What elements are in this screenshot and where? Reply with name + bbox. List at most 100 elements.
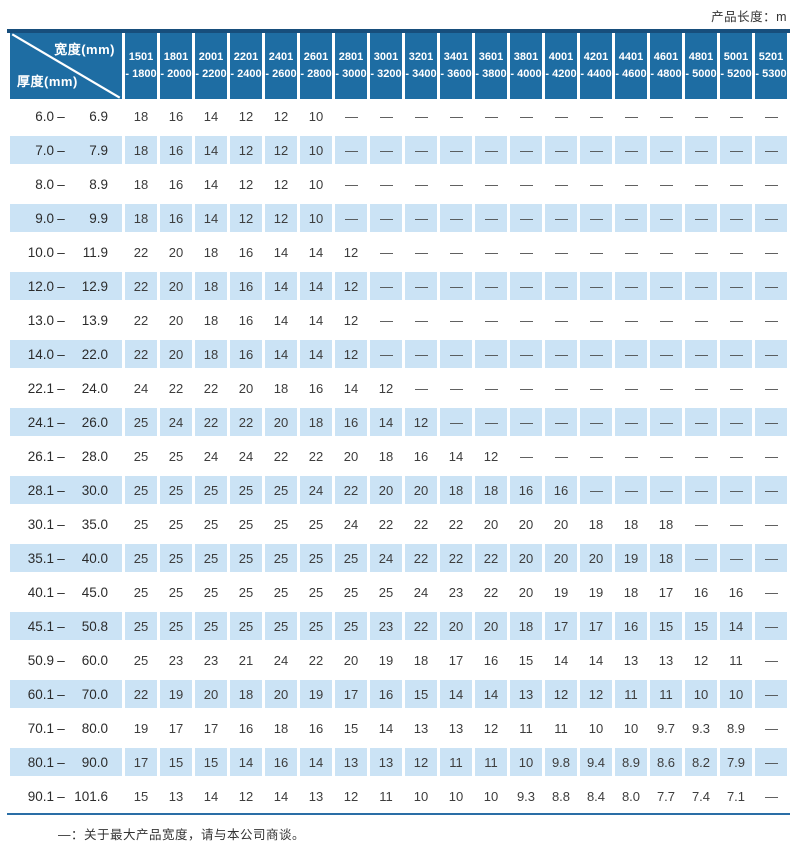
capacity-cell: 25 xyxy=(125,439,157,473)
capacity-cell: — xyxy=(545,303,577,337)
capacity-cell: — xyxy=(510,439,542,473)
capacity-cell: 14 xyxy=(195,779,227,813)
capacity-cell: 22 xyxy=(125,235,157,269)
capacity-cell: — xyxy=(685,167,717,201)
width-range-header: 2601- 2800 xyxy=(300,33,332,99)
capacity-cell: — xyxy=(440,337,472,371)
width-range-header: 2001- 2200 xyxy=(195,33,227,99)
capacity-cell: 13 xyxy=(510,677,542,711)
table-bottom-rule xyxy=(7,813,790,815)
thickness-range-label: 70.1–80.0 xyxy=(10,711,122,745)
width-range-header: 2201- 2400 xyxy=(230,33,262,99)
capacity-cell: — xyxy=(475,405,507,439)
capacity-cell: 25 xyxy=(125,405,157,439)
capacity-cell: — xyxy=(685,541,717,575)
capacity-cell: 16 xyxy=(230,337,262,371)
capacity-cell: 18 xyxy=(195,269,227,303)
width-range-header: 4801- 5000 xyxy=(685,33,717,99)
capacity-cell: — xyxy=(580,201,612,235)
capacity-cell: 22 xyxy=(125,337,157,371)
capacity-cell: 11 xyxy=(720,643,752,677)
width-range-header: 4001- 4200 xyxy=(545,33,577,99)
capacity-cell: — xyxy=(580,167,612,201)
capacity-cell: 25 xyxy=(195,575,227,609)
capacity-cell: 22 xyxy=(405,507,437,541)
capacity-cell: — xyxy=(510,303,542,337)
capacity-cell: — xyxy=(720,405,752,439)
capacity-cell: 23 xyxy=(370,609,402,643)
capacity-cell: 14 xyxy=(300,269,332,303)
capacity-cell: — xyxy=(510,405,542,439)
width-range-header: 3801- 4000 xyxy=(510,33,542,99)
capacity-cell: 23 xyxy=(160,643,192,677)
capacity-cell: — xyxy=(615,235,647,269)
capacity-cell: — xyxy=(580,133,612,167)
capacity-cell: 18 xyxy=(440,473,472,507)
capacity-cell: — xyxy=(720,235,752,269)
capacity-cell: 16 xyxy=(230,269,262,303)
capacity-cell: 16 xyxy=(335,405,367,439)
capacity-cell: — xyxy=(370,337,402,371)
thickness-range-label: 28.1–30.0 xyxy=(10,473,122,507)
capacity-cell: 20 xyxy=(545,507,577,541)
thickness-range-label: 9.0–9.9 xyxy=(10,201,122,235)
width-range-header: 3601- 3800 xyxy=(475,33,507,99)
capacity-cell: — xyxy=(475,303,507,337)
capacity-cell: 19 xyxy=(160,677,192,711)
capacity-cell: 19 xyxy=(125,711,157,745)
capacity-cell: — xyxy=(755,133,787,167)
capacity-cell: 16 xyxy=(370,677,402,711)
capacity-cell: — xyxy=(545,337,577,371)
capacity-cell: 12 xyxy=(335,337,367,371)
capacity-cell: — xyxy=(580,439,612,473)
table-row: 6.0–6.9 18 16 14 12 12 10— — — — — — — — — — — — — xyxy=(10,99,787,133)
capacity-cell: 13 xyxy=(650,643,682,677)
capacity-cell: — xyxy=(335,133,367,167)
capacity-cell: — xyxy=(510,201,542,235)
capacity-cell: 17 xyxy=(335,677,367,711)
capacity-cell: — xyxy=(755,201,787,235)
capacity-cell: 17 xyxy=(545,609,577,643)
capacity-cell: — xyxy=(720,133,752,167)
table-row: 70.1–80.0 19 17 17 16 18 16 15 14 13 13 12 11 11 10 10 9… xyxy=(10,711,787,745)
capacity-cell: 17 xyxy=(580,609,612,643)
thickness-axis-label: 厚度(mm) xyxy=(17,73,78,89)
capacity-cell: — xyxy=(615,201,647,235)
capacity-cell: 20 xyxy=(475,507,507,541)
capacity-cell: 25 xyxy=(195,541,227,575)
capacity-cell: — xyxy=(510,99,542,133)
capacity-cell: 22 xyxy=(335,473,367,507)
capacity-cell: 7.7 xyxy=(650,779,682,813)
capacity-cell: 22 xyxy=(300,643,332,677)
capacity-cell: 10 xyxy=(300,99,332,133)
capacity-cell: 10 xyxy=(510,745,542,779)
capacity-cell: — xyxy=(720,201,752,235)
thickness-range-label: 22.1–24.0 xyxy=(10,371,122,405)
capacity-cell: 18 xyxy=(265,711,297,745)
capacity-cell: 22 xyxy=(160,371,192,405)
capacity-cell: 12 xyxy=(230,99,262,133)
capacity-cell: — xyxy=(440,235,472,269)
capacity-cell: — xyxy=(405,303,437,337)
capacity-cell: 25 xyxy=(195,609,227,643)
capacity-cell: 16 xyxy=(720,575,752,609)
capacity-cell: 12 xyxy=(335,269,367,303)
capacity-cell: 14 xyxy=(720,609,752,643)
capacity-cell: 12 xyxy=(265,99,297,133)
capacity-cell: — xyxy=(580,269,612,303)
capacity-cell: 18 xyxy=(300,405,332,439)
capacity-cell: — xyxy=(510,133,542,167)
capacity-cell: — xyxy=(370,303,402,337)
capacity-cell: 10 xyxy=(580,711,612,745)
capacity-cell: — xyxy=(720,439,752,473)
capacity-cell: 25 xyxy=(265,575,297,609)
product-length-label: 产品长度：m xyxy=(711,10,787,24)
capacity-cell: 11 xyxy=(545,711,577,745)
capacity-cell: 25 xyxy=(160,541,192,575)
capacity-cell: 12 xyxy=(685,643,717,677)
capacity-cell: 12 xyxy=(230,167,262,201)
capacity-cell: — xyxy=(615,337,647,371)
capacity-cell: — xyxy=(545,439,577,473)
capacity-cell: 9.3 xyxy=(685,711,717,745)
